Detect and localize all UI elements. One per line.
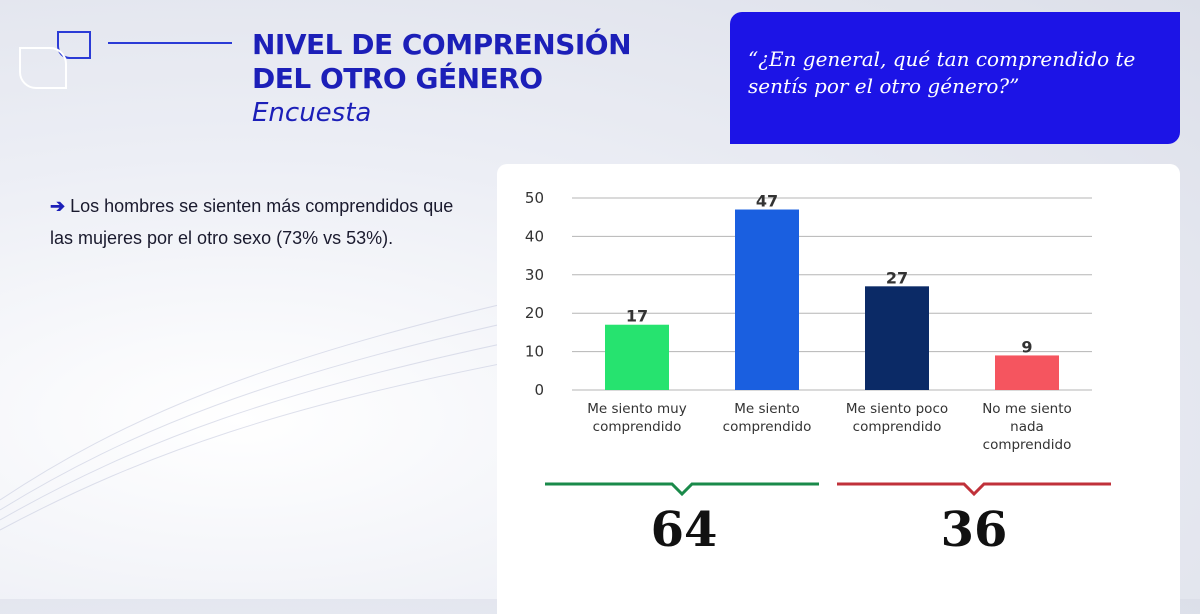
data-label: 9 <box>1021 337 1032 356</box>
x-category-label: No me siento <box>982 401 1072 417</box>
x-category-label: comprendido <box>723 419 812 435</box>
y-tick-label: 40 <box>525 227 544 245</box>
chart-card: 0 10 20 30 40 50 17 Me siento muy comprendido 47 M… <box>497 164 1180 614</box>
question-line1: “¿En general, qué tan comprendido te <box>748 47 1136 71</box>
page-title-line1: NIVEL DE COMPRENSIÓN <box>252 28 632 61</box>
y-tick-label: 30 <box>525 266 544 284</box>
data-label: 17 <box>626 307 648 326</box>
bar <box>865 286 929 390</box>
x-category-label: nada <box>1010 419 1044 435</box>
x-category-label: Me siento <box>734 401 799 417</box>
data-label: 27 <box>886 268 908 287</box>
bar <box>735 209 799 390</box>
page-title: NIVEL DE COMPRENSIÓN DEL OTRO GÉNERO <box>252 28 682 96</box>
data-label: 47 <box>756 192 778 211</box>
y-tick-label: 10 <box>525 343 544 361</box>
negative-group-brace <box>837 482 1111 497</box>
insight-bullet: ➔ Los hombres se sienten más comprendido… <box>50 190 480 254</box>
y-tick-label: 50 <box>525 189 544 207</box>
x-category-label: comprendido <box>853 419 942 435</box>
x-category-label: comprendido <box>983 437 1072 453</box>
arrow-right-icon: ➔ <box>50 196 66 216</box>
survey-question-text: “¿En general, qué tan comprendido te sen… <box>748 46 1162 100</box>
bar-chart: 0 10 20 30 40 50 17 Me siento muy comprendido 47 M… <box>525 189 1111 497</box>
question-line2: sentís por el otro género?” <box>748 74 1020 98</box>
page-title-line2: DEL OTRO GÉNERO <box>252 62 543 95</box>
page-subtitle: Encuesta <box>252 98 372 128</box>
header-divider-line <box>108 42 232 44</box>
brand-logo-icon <box>19 31 91 89</box>
y-tick-label: 0 <box>534 381 544 399</box>
bar <box>605 324 669 390</box>
x-category-label: comprendido <box>593 419 682 435</box>
positive-group-brace <box>545 482 819 497</box>
background-wave-decoration <box>0 299 520 531</box>
bar <box>995 355 1059 390</box>
total-positive-value: 64 <box>650 502 718 558</box>
x-category-label: Me siento muy <box>587 401 686 417</box>
y-tick-label: 20 <box>525 304 544 322</box>
survey-question-box: “¿En general, qué tan comprendido te sen… <box>730 12 1180 144</box>
total-negative-value: 36 <box>940 502 1008 558</box>
insight-text: Los hombres se sienten más comprendidos … <box>50 196 454 248</box>
x-category-label: Me siento poco <box>846 401 948 417</box>
